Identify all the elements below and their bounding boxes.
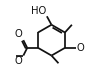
Text: O: O [15,56,23,66]
Text: O: O [76,43,84,53]
Text: O: O [15,29,23,39]
Text: HO: HO [31,6,46,16]
